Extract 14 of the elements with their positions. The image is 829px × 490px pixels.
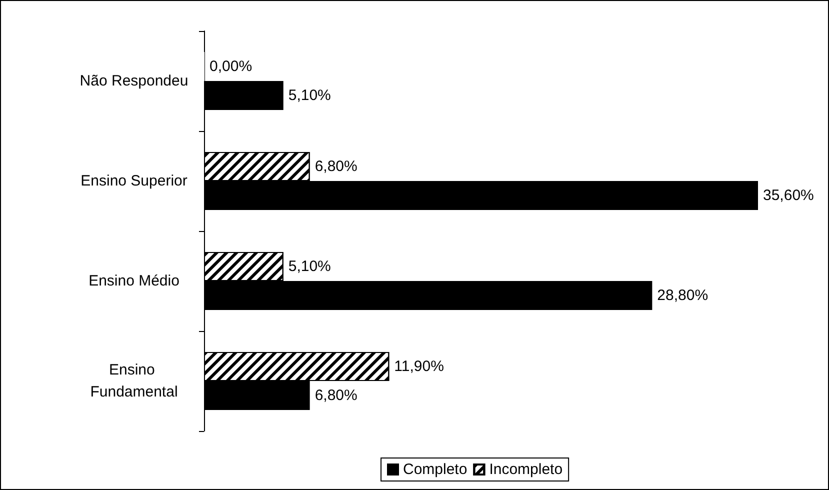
data-label: 35,60% — [763, 187, 814, 204]
legend-label: Incompleto — [489, 461, 563, 478]
data-label: 11,90% — [394, 358, 444, 375]
data-label: 28,80% — [657, 287, 708, 304]
y-tick-label: Ensino Médio — [88, 272, 180, 290]
data-label: 0,00% — [210, 58, 252, 75]
data-label: 5,10% — [288, 258, 331, 275]
legend-label: Completo — [403, 461, 468, 478]
data-label: 6,80% — [314, 158, 358, 175]
y-tick-label: Ensino Fundamental — [90, 362, 178, 400]
data-label: 6,80% — [314, 387, 358, 404]
data-label: 5,10% — [288, 87, 331, 104]
y-tick-label: Ensino Superior — [80, 172, 188, 190]
y-tick-label: Não Respondeu — [80, 72, 188, 90]
